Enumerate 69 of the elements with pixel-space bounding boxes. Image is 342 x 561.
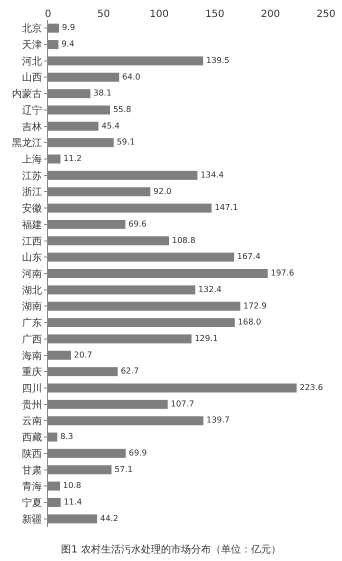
y-tick-label: 广西 xyxy=(22,333,42,346)
data-label: 107.7 xyxy=(170,398,194,408)
data-label: 69.9 xyxy=(128,447,147,458)
y-tick-label: 安徽 xyxy=(22,202,42,215)
y-tick-label: 湖南 xyxy=(22,300,42,313)
text: 图1 农村生活污水处理的市场分布（单位：亿元） xyxy=(61,544,281,556)
data-label: 62.7 xyxy=(120,366,139,376)
y-tick-label: 山西 xyxy=(22,72,42,84)
y-tick-label: 贵州 xyxy=(22,398,42,411)
data-label: 197.6 xyxy=(270,268,294,278)
data-label: 11.2 xyxy=(63,153,82,164)
x-tick-label: 50 xyxy=(97,9,110,20)
data-label: 147.1 xyxy=(214,202,238,212)
data-label: 69.6 xyxy=(128,218,147,228)
data-label: 139.5 xyxy=(206,54,230,65)
x-tick-label: 0 xyxy=(44,9,52,20)
x-tick-label: 200 xyxy=(260,9,280,20)
data-label: 139.7 xyxy=(206,414,230,425)
y-tick-label: 上海 xyxy=(22,154,42,166)
y-tick-label: 西藏 xyxy=(22,432,42,444)
data-label: 10.8 xyxy=(63,480,82,490)
data-label: 45.4 xyxy=(101,120,120,130)
y-tick-label: 甘肃 xyxy=(22,464,42,476)
y-tick-label: 宁夏 xyxy=(22,496,42,509)
y-tick-label: 浙江 xyxy=(22,186,42,198)
x-tick-label: 250 xyxy=(316,9,336,20)
data-label: 223.6 xyxy=(300,382,324,392)
data-label: 8.3 xyxy=(60,431,74,442)
y-tick-label: 云南 xyxy=(22,415,42,428)
y-tick-label: 吉林 xyxy=(22,120,42,133)
y-tick-label: 广东 xyxy=(22,317,42,330)
y-tick-label: 陕西 xyxy=(22,448,42,460)
y-tick-label: 天津 xyxy=(22,39,42,52)
y-tick-label: 黑龙江 xyxy=(12,137,42,150)
y-tick-label: 湖北 xyxy=(22,284,42,296)
y-tick-label: 福建 xyxy=(22,218,42,231)
data-label: 11.4 xyxy=(64,496,82,507)
y-tick-label: 北京 xyxy=(22,22,42,35)
data-label: 57.1 xyxy=(114,464,133,474)
y-tick-label: 新疆 xyxy=(22,513,42,526)
data-label: 132.4 xyxy=(198,284,222,294)
data-label: 55.8 xyxy=(113,104,132,114)
y-tick-label: 重庆 xyxy=(22,366,42,378)
data-label: 9.9 xyxy=(62,22,76,32)
data-label: 108.8 xyxy=(172,234,196,245)
y-tick-label: 河南 xyxy=(22,268,42,280)
data-label: 129.1 xyxy=(194,332,218,343)
data-label: 9.4 xyxy=(61,38,74,49)
x-tick-label: 100 xyxy=(150,9,169,20)
data-label: 92.0 xyxy=(153,186,172,196)
y-tick-label: 四川 xyxy=(22,382,42,394)
data-label: 64.0 xyxy=(122,71,140,82)
y-tick-label: 青海 xyxy=(22,480,42,493)
data-label: 167.4 xyxy=(237,251,261,262)
y-tick-label: 江苏 xyxy=(22,170,42,182)
y-tick-label: 山东 xyxy=(22,252,42,264)
y-tick-label: 辽宁 xyxy=(22,104,42,116)
data-label: 134.4 xyxy=(200,169,224,180)
x-tick-label: 150 xyxy=(205,9,224,20)
y-tick-label: 江西 xyxy=(22,235,42,248)
data-label: 172.9 xyxy=(243,300,267,310)
data-label: 38.1 xyxy=(93,88,112,98)
data-label: 59.1 xyxy=(116,136,135,147)
y-tick-label: 海南 xyxy=(22,350,42,362)
data-label: 168.0 xyxy=(238,316,262,327)
y-tick-label: 内蒙古 xyxy=(12,88,42,100)
y-tick-label: 河北 xyxy=(22,55,42,68)
data-label: 20.7 xyxy=(74,349,92,360)
data-label: 44.2 xyxy=(100,512,118,523)
